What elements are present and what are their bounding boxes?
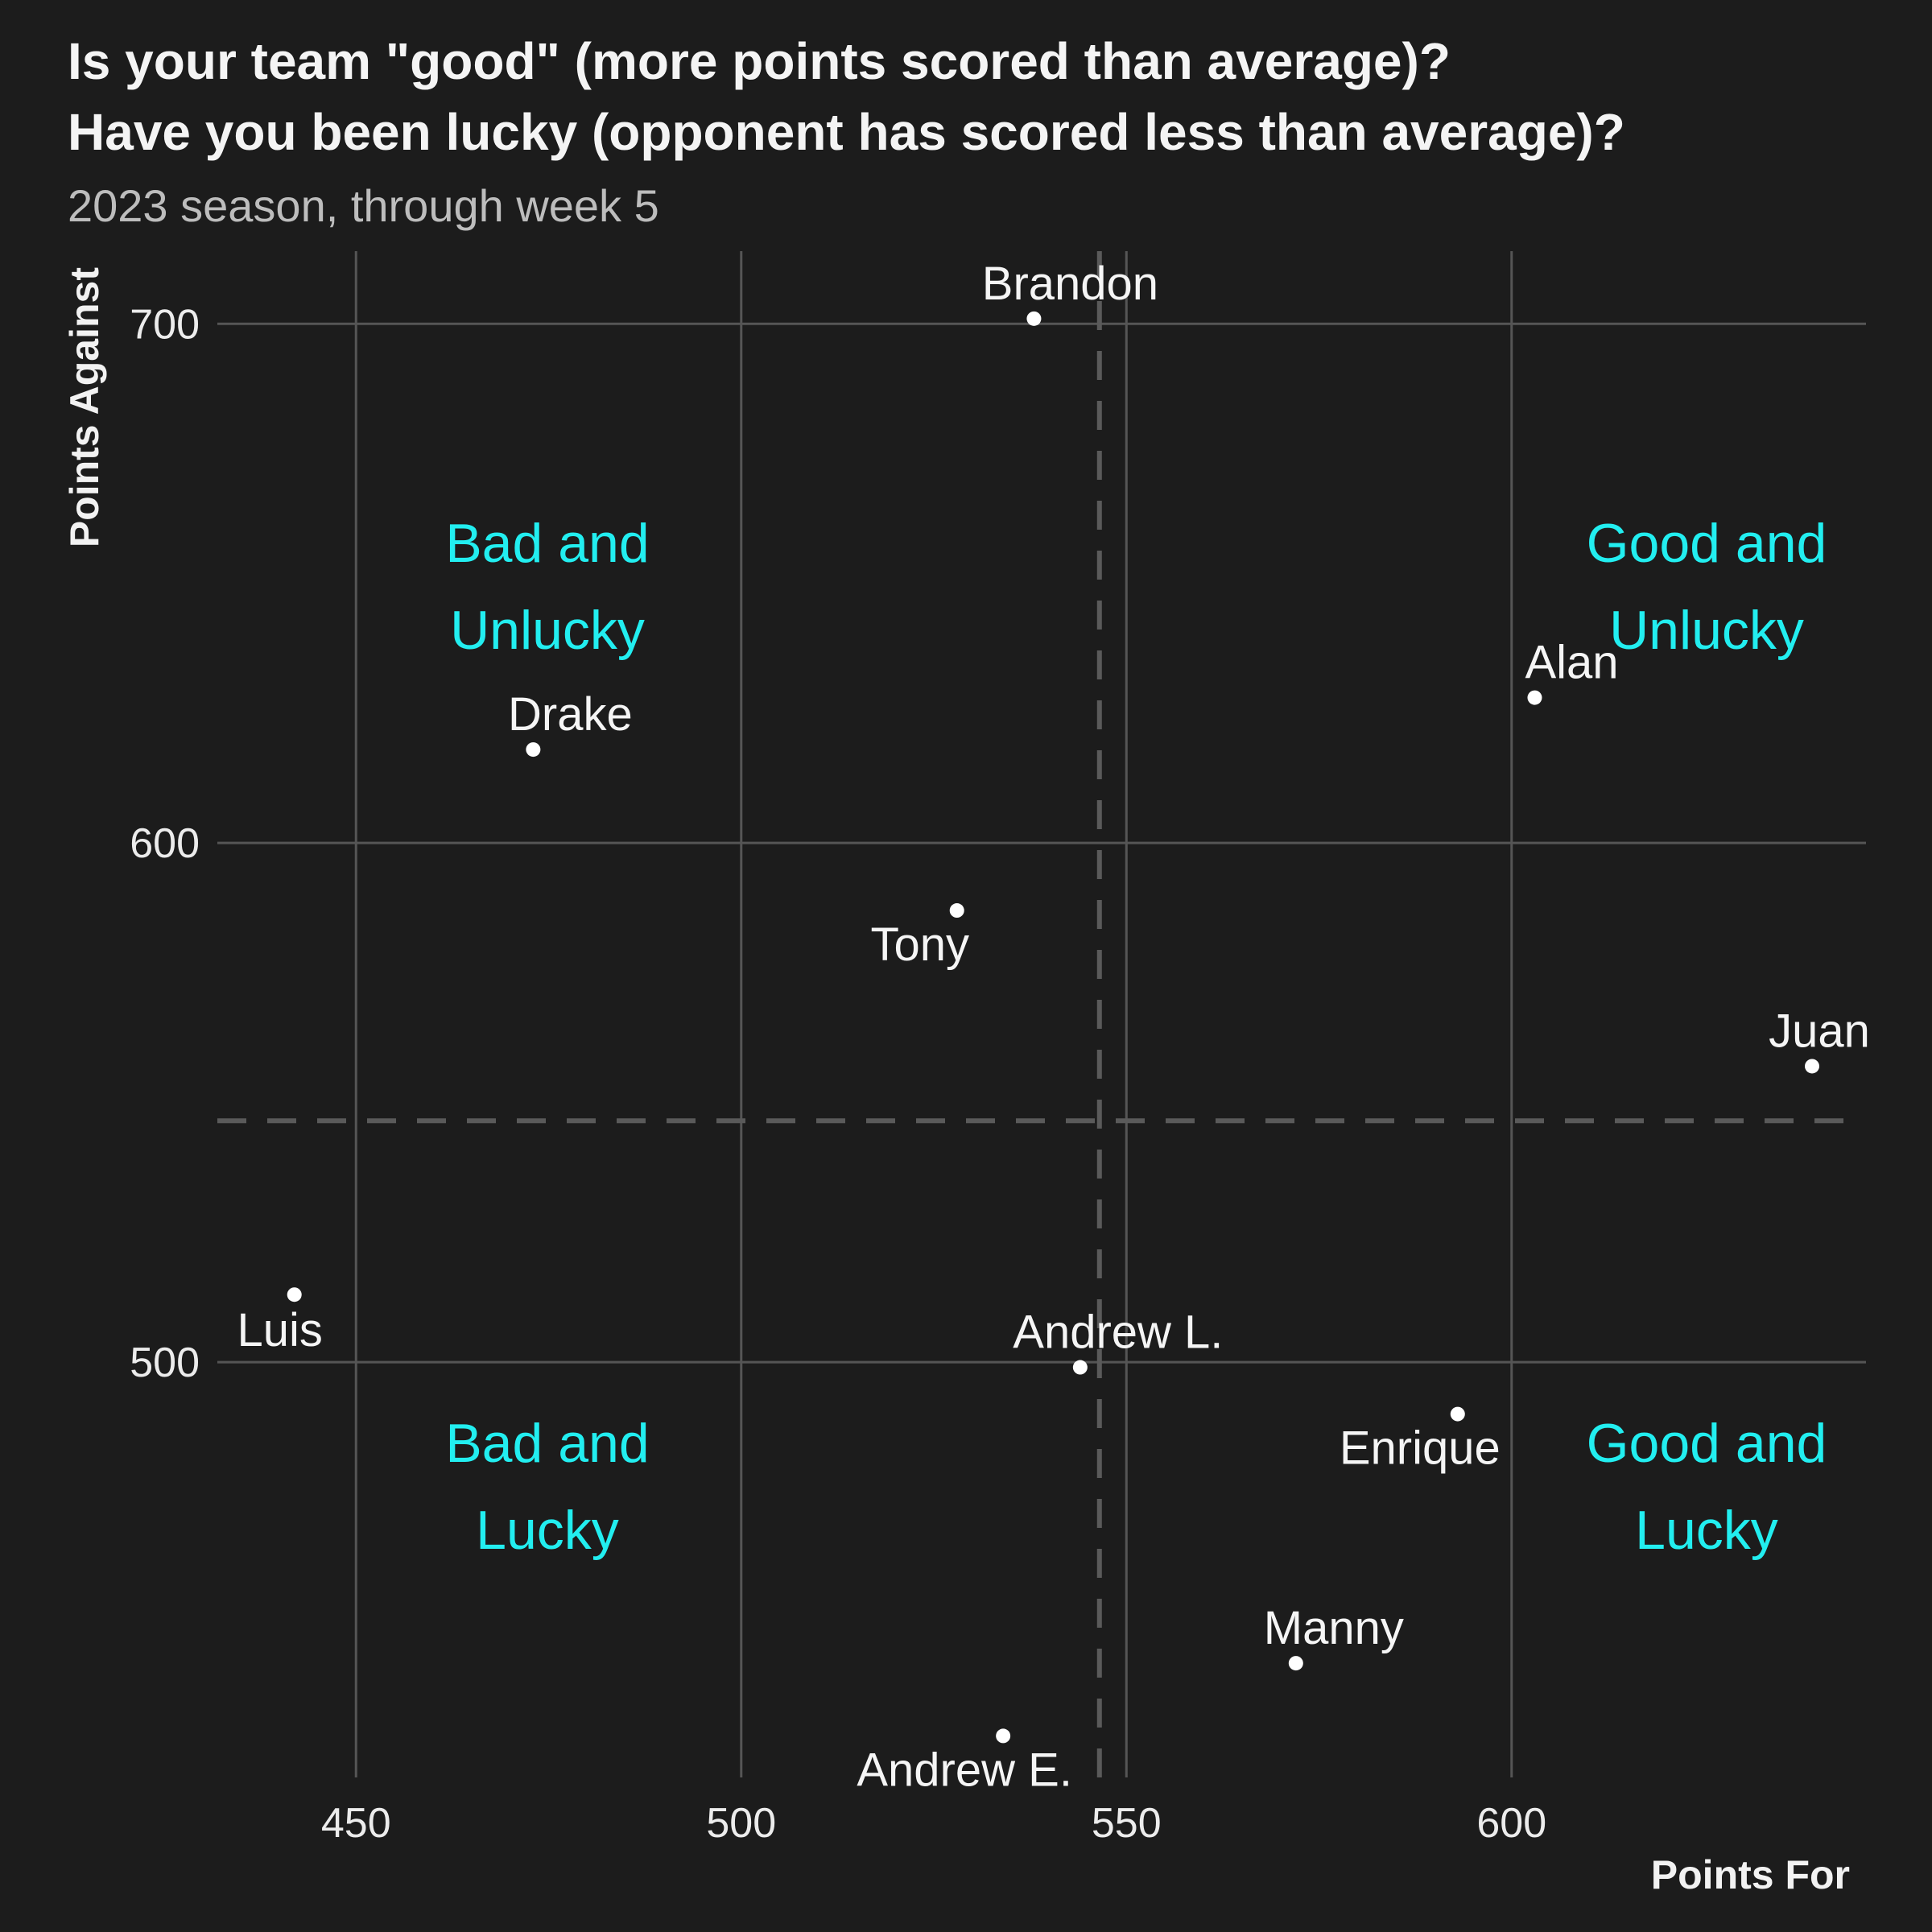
point-label-brandon: Brandon bbox=[982, 258, 1158, 310]
y-tick-label-500: 500 bbox=[130, 1340, 200, 1386]
average-reference-lines bbox=[217, 251, 1850, 1777]
point-label-andrew-e: Andrew E. bbox=[857, 1744, 1072, 1796]
point-label-andrew-l: Andrew L. bbox=[1013, 1307, 1223, 1359]
quadrant-label-good-lucky-2: Lucky bbox=[1635, 1500, 1778, 1561]
axis-ticks: 450 500 550 600 500 600 700 bbox=[130, 301, 1546, 1847]
point-label-enrique: Enrique bbox=[1340, 1422, 1501, 1475]
point-alan bbox=[1527, 690, 1542, 705]
x-axis-title: Points For bbox=[1651, 1852, 1850, 1897]
point-label-alan: Alan bbox=[1525, 637, 1618, 689]
quadrant-label-good-lucky-1: Good and bbox=[1587, 1413, 1827, 1474]
y-axis-title: Points Against bbox=[62, 267, 107, 548]
point-label-manny: Manny bbox=[1264, 1602, 1404, 1654]
y-tick-label-700: 700 bbox=[130, 301, 200, 348]
x-tick-label-600: 600 bbox=[1476, 1800, 1546, 1847]
point-label-luis: Luis bbox=[237, 1304, 322, 1356]
quadrant-label-good-unlucky-2: Unlucky bbox=[1609, 600, 1804, 661]
point-label-juan: Juan bbox=[1769, 1005, 1870, 1057]
data-points bbox=[287, 311, 1820, 1744]
point-labels: Brandon Alan Drake Tony Juan Luis Andrew L. Enr… bbox=[237, 258, 1869, 1797]
grid bbox=[217, 251, 1866, 1777]
quadrant-label-bad-unlucky-2: Unlucky bbox=[450, 600, 645, 661]
point-juan bbox=[1805, 1059, 1820, 1074]
chart-subtitle: 2023 season, through week 5 bbox=[68, 180, 659, 231]
quadrant-label-good-unlucky-1: Good and bbox=[1587, 513, 1827, 574]
quadrant-labels: Bad and Unlucky Good and Unlucky Bad and Luck… bbox=[445, 513, 1827, 1561]
chart-title-line-2: Have you been lucky (opponent has scored… bbox=[68, 103, 1625, 161]
point-label-drake: Drake bbox=[508, 688, 633, 741]
quadrant-label-bad-lucky-2: Lucky bbox=[476, 1500, 619, 1561]
chart-title-line-1: Is your team "good" (more points scored … bbox=[68, 32, 1451, 90]
point-tony bbox=[949, 903, 964, 919]
point-enrique bbox=[1450, 1406, 1465, 1422]
y-tick-label-600: 600 bbox=[130, 820, 200, 867]
point-brandon bbox=[1026, 311, 1042, 326]
point-drake bbox=[526, 742, 541, 758]
quadrant-label-bad-unlucky-1: Bad and bbox=[445, 513, 649, 574]
x-tick-label-450: 450 bbox=[321, 1800, 391, 1847]
quadrant-label-bad-lucky-1: Bad and bbox=[445, 1413, 649, 1474]
point-andrew-e bbox=[996, 1728, 1011, 1744]
point-andrew-l bbox=[1072, 1360, 1088, 1375]
point-label-tony: Tony bbox=[870, 919, 969, 971]
x-tick-label-550: 550 bbox=[1092, 1800, 1162, 1847]
point-manny bbox=[1288, 1656, 1303, 1671]
x-tick-label-500: 500 bbox=[706, 1800, 776, 1847]
point-luis bbox=[287, 1287, 302, 1302]
